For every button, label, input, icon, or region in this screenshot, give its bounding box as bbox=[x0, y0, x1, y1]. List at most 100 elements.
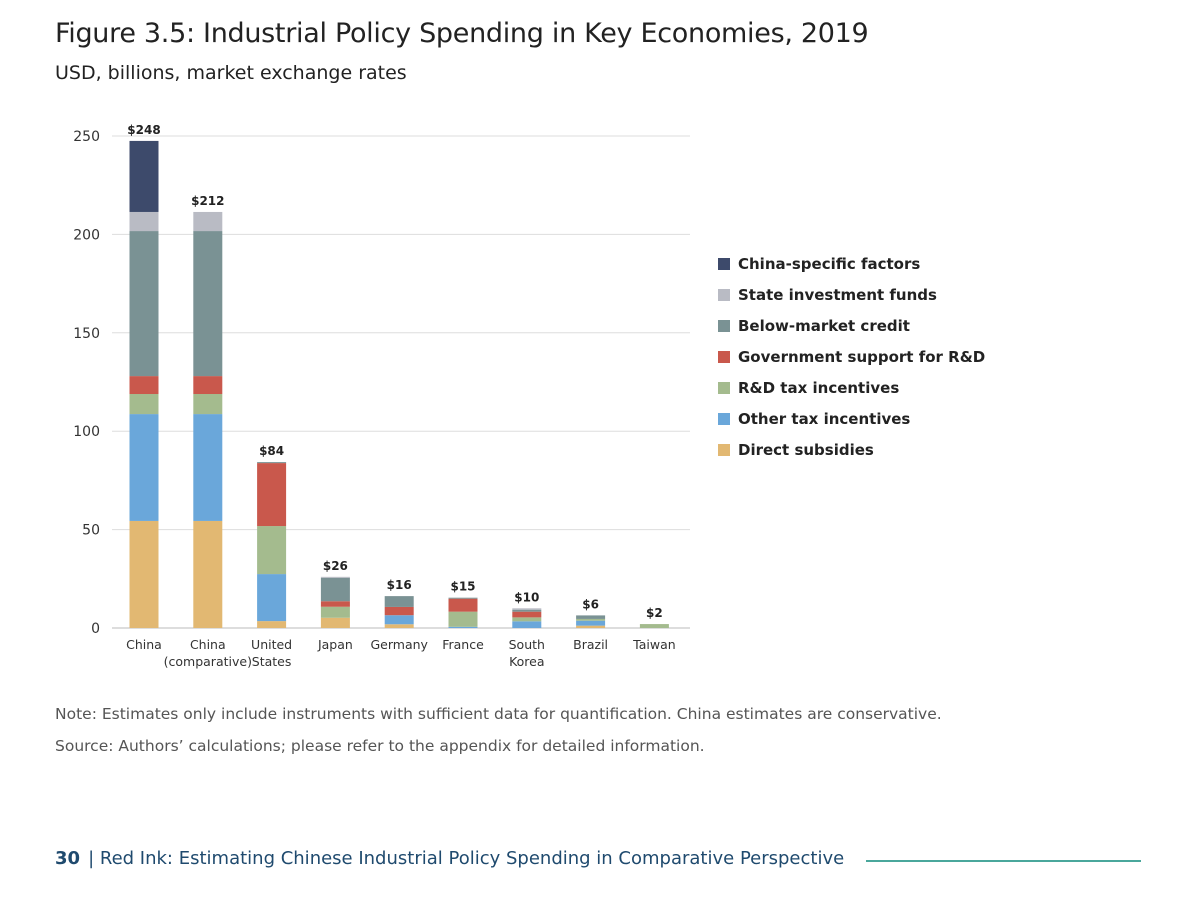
bar-segment bbox=[512, 617, 542, 622]
legend-swatch bbox=[718, 257, 730, 270]
bar-segment bbox=[129, 394, 159, 415]
legend-item: Government support for R&D bbox=[718, 341, 985, 372]
bar-segment bbox=[257, 526, 287, 575]
bar-segment bbox=[448, 598, 478, 612]
bar-segment bbox=[129, 414, 159, 521]
total-label: $26 bbox=[323, 559, 348, 573]
legend-swatch bbox=[718, 412, 730, 425]
chart-title: Figure 3.5: Industrial Policy Spending i… bbox=[55, 18, 869, 49]
bar-segment bbox=[448, 611, 478, 627]
bar-segment bbox=[576, 618, 606, 621]
footer-separator: | bbox=[88, 848, 95, 869]
bar-segment bbox=[320, 606, 350, 618]
bar-segment bbox=[576, 625, 606, 628]
bar-segment bbox=[129, 376, 159, 395]
legend-swatch bbox=[718, 288, 730, 301]
bar-segment bbox=[320, 576, 350, 578]
legend-item: R&D tax incentives bbox=[718, 372, 985, 403]
footer-text: Red Ink: Estimating Chinese Industrial P… bbox=[99, 848, 845, 869]
legend-label: Direct subsidies bbox=[738, 440, 874, 459]
bar-segment bbox=[576, 620, 606, 626]
legend-label: State investment funds bbox=[738, 285, 937, 304]
bar-segment bbox=[320, 601, 350, 607]
bar-segment bbox=[384, 624, 414, 628]
bar-segment bbox=[257, 574, 287, 622]
legend-swatch bbox=[718, 443, 730, 456]
x-tick-label: Korea bbox=[509, 654, 544, 669]
legend-item: State investment funds bbox=[718, 279, 985, 310]
bar-segment bbox=[129, 211, 159, 232]
x-tick-label: (comparative) bbox=[164, 654, 252, 669]
bar-segment bbox=[193, 414, 223, 521]
legend-label: Government support for R&D bbox=[738, 347, 986, 366]
y-tick-label: 50 bbox=[82, 523, 100, 539]
y-tick-label: 250 bbox=[73, 129, 100, 145]
legend-swatch bbox=[718, 381, 730, 394]
legend-item: Other tax incentives bbox=[718, 403, 985, 434]
legend-item: Below-market credit bbox=[718, 310, 985, 341]
x-tick-label: Japan bbox=[317, 637, 353, 652]
bar-segment bbox=[512, 608, 542, 610]
x-tick-label: China bbox=[126, 637, 162, 652]
legend-swatch bbox=[718, 350, 730, 363]
x-tick-label: France bbox=[442, 637, 484, 652]
x-tick-label: South bbox=[509, 637, 545, 652]
source: Source: Authors’ calculations; please re… bbox=[55, 737, 705, 755]
bar-segment bbox=[129, 140, 159, 212]
bar-segment bbox=[257, 621, 287, 628]
footer: 30 | Red Ink: Estimating Chinese Industri… bbox=[55, 848, 844, 869]
legend-swatch bbox=[718, 319, 730, 332]
bar-segment bbox=[257, 463, 287, 527]
bar-segment bbox=[639, 624, 669, 628]
legend-item: Direct subsidies bbox=[718, 434, 985, 465]
bar-segment bbox=[193, 231, 223, 377]
bar-segment bbox=[576, 615, 606, 619]
x-tick-label: Taiwan bbox=[632, 637, 676, 652]
note: Note: Estimates only include instruments… bbox=[55, 705, 942, 723]
bar-segment bbox=[320, 577, 350, 602]
total-label: $84 bbox=[259, 444, 284, 458]
total-label: $6 bbox=[582, 597, 599, 611]
bar-segment bbox=[448, 597, 478, 599]
x-tick-label: China bbox=[190, 637, 226, 652]
page-number: 30 bbox=[55, 848, 81, 869]
legend-label: China-specific factors bbox=[738, 254, 921, 273]
x-tick-label: Germany bbox=[370, 637, 428, 652]
bar-segment bbox=[129, 231, 159, 377]
bar-segment bbox=[512, 611, 542, 618]
total-label: $16 bbox=[387, 578, 412, 592]
bar-segment bbox=[129, 520, 159, 628]
footer-rule bbox=[866, 860, 1141, 862]
y-tick-label: 150 bbox=[73, 326, 100, 342]
x-tick-label: States bbox=[252, 654, 292, 669]
bar-segment bbox=[384, 615, 414, 625]
total-label: $212 bbox=[191, 194, 224, 208]
legend-item: China-specific factors bbox=[718, 248, 985, 279]
y-tick-label: 100 bbox=[73, 424, 100, 440]
bar-segment bbox=[193, 376, 223, 395]
bar-segment bbox=[384, 606, 414, 616]
total-label: $15 bbox=[450, 580, 475, 594]
bar-segment bbox=[512, 621, 542, 628]
bar-segment bbox=[193, 394, 223, 415]
bar-segment bbox=[512, 609, 542, 612]
y-tick-label: 0 bbox=[91, 621, 100, 637]
legend-label: R&D tax incentives bbox=[738, 378, 900, 397]
total-label: $2 bbox=[646, 606, 663, 620]
x-tick-label: Brazil bbox=[573, 637, 608, 652]
bar-segment bbox=[257, 462, 287, 464]
bar-segment bbox=[448, 626, 478, 628]
x-tick-label: United bbox=[251, 637, 292, 652]
y-tick-label: 200 bbox=[73, 227, 100, 243]
bar-segment bbox=[193, 520, 223, 628]
total-label: $10 bbox=[514, 590, 539, 604]
legend-label: Other tax incentives bbox=[738, 409, 911, 428]
bar-segment bbox=[193, 211, 223, 232]
bar-segment bbox=[320, 617, 350, 628]
total-label: $248 bbox=[127, 123, 160, 137]
legend-label: Below-market credit bbox=[738, 316, 910, 335]
chart-subtitle: USD, billions, market exchange rates bbox=[55, 62, 407, 84]
bar-segment bbox=[384, 596, 414, 607]
legend: China-specific factors State investment f… bbox=[718, 248, 985, 465]
